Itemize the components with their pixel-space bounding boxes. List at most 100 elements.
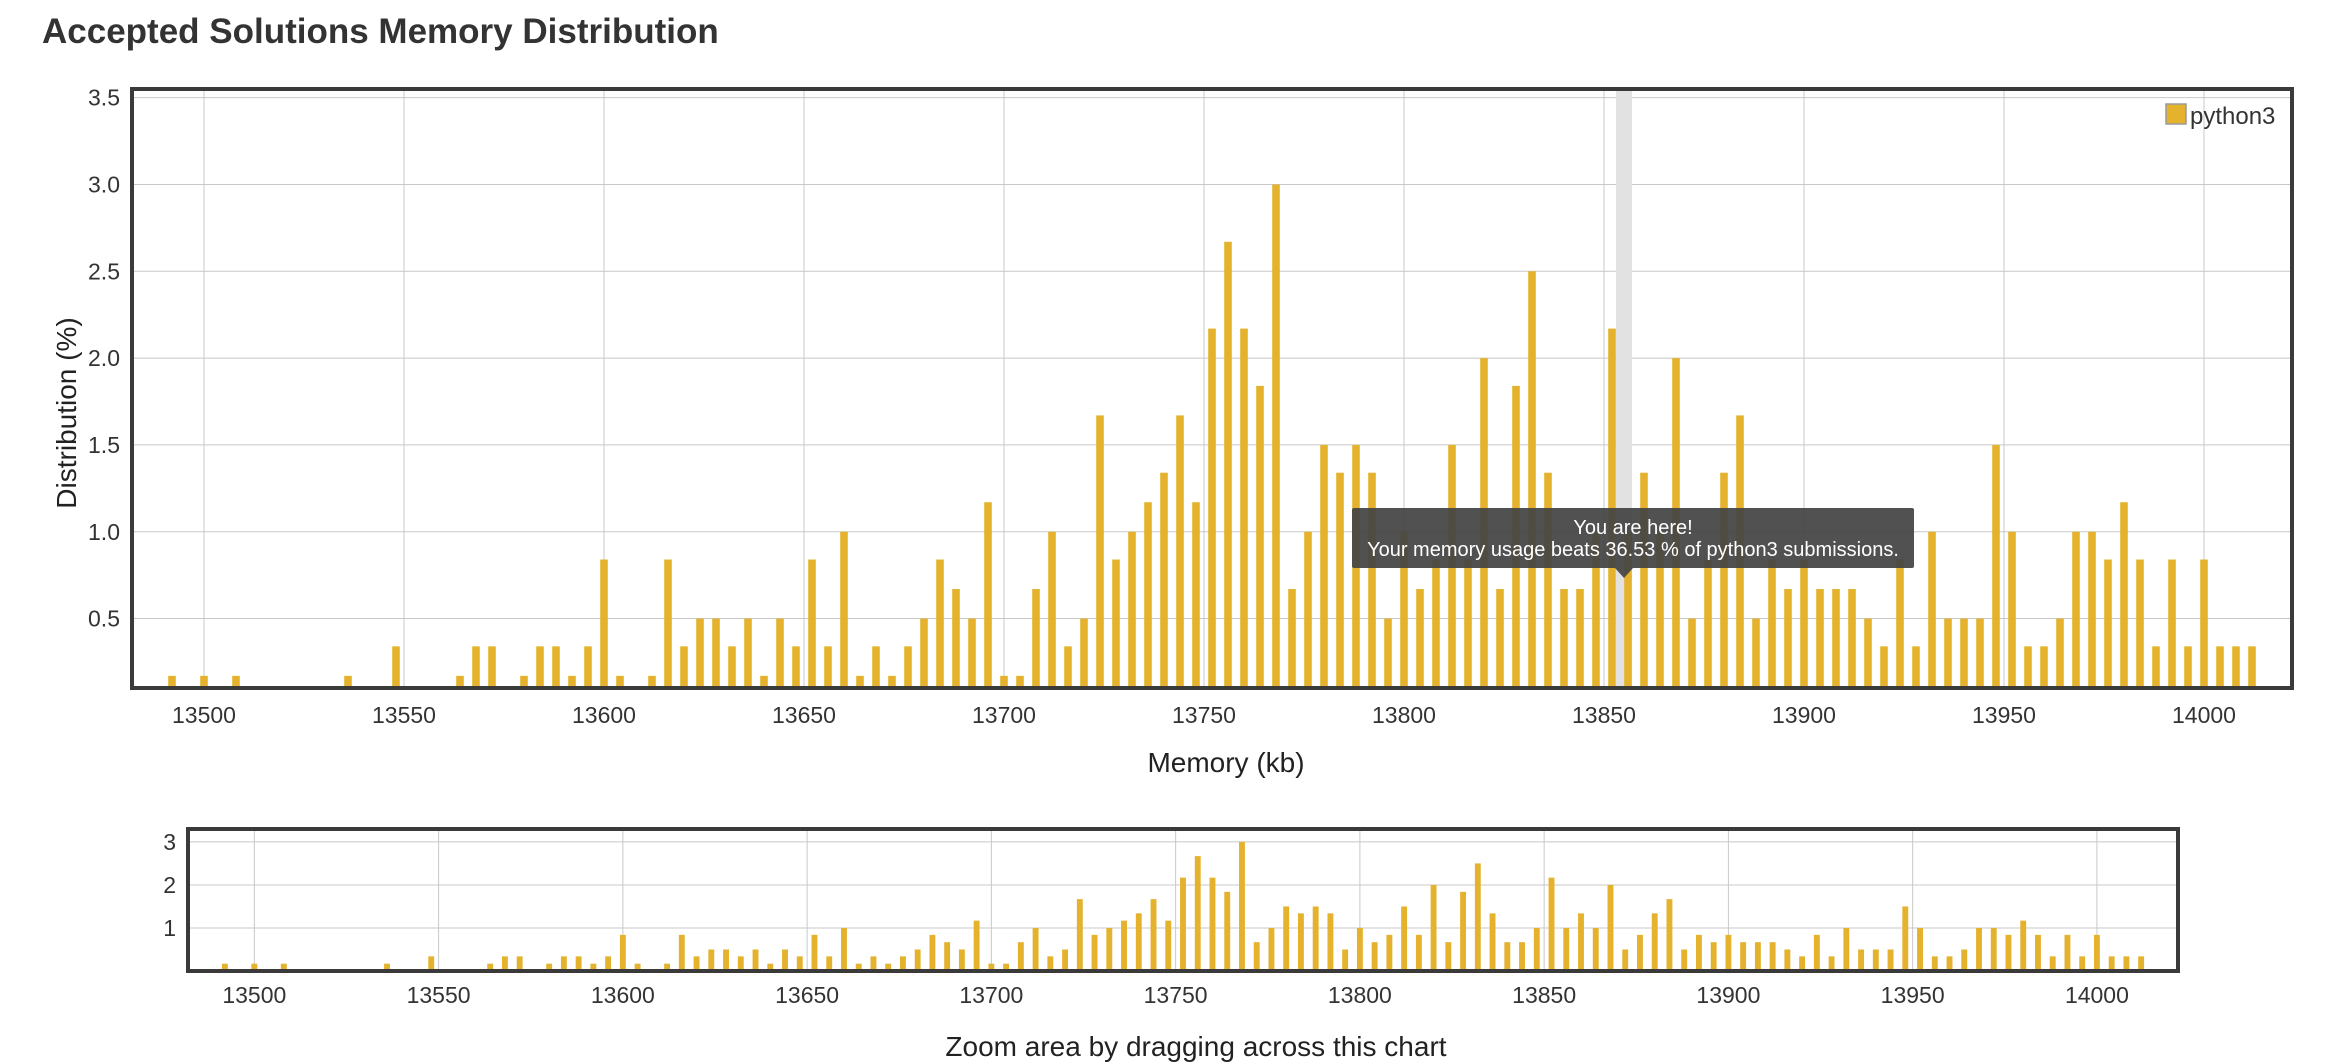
main-bar[interactable]	[1000, 675, 1008, 688]
overview-bar[interactable]	[870, 956, 877, 971]
overview-bar[interactable]	[1931, 956, 1938, 971]
overview-bar[interactable]	[1017, 942, 1024, 971]
overview-bar[interactable]	[1209, 877, 1216, 971]
main-bar[interactable]	[1496, 589, 1504, 688]
main-bar[interactable]	[2008, 531, 2016, 688]
main-bar[interactable]	[856, 675, 864, 688]
overview-bar[interactable]	[1917, 927, 1923, 971]
overview-bar[interactable]	[1401, 906, 1408, 971]
main-bar[interactable]	[664, 559, 672, 688]
overview-bar[interactable]	[929, 934, 936, 971]
overview-bar[interactable]	[384, 963, 390, 971]
main-bar[interactable]	[1464, 559, 1472, 688]
main-bar[interactable]	[1784, 589, 1792, 688]
main-bar[interactable]	[1896, 559, 1904, 688]
main-bar[interactable]	[984, 502, 992, 688]
overview-bar[interactable]	[1902, 906, 1909, 971]
overview-bar[interactable]	[1784, 949, 1791, 971]
main-bar[interactable]	[2168, 559, 2176, 688]
main-bar[interactable]	[2136, 559, 2144, 688]
overview-bar[interactable]	[1283, 906, 1290, 971]
overview-bar[interactable]	[1312, 906, 1319, 971]
main-bar[interactable]	[232, 675, 240, 688]
overview-bar[interactable]	[1121, 920, 1127, 971]
overview-bar[interactable]	[678, 934, 685, 971]
overview-bar[interactable]	[1076, 899, 1083, 971]
overview-bar[interactable]	[1224, 891, 1231, 971]
main-bar[interactable]	[1160, 472, 1168, 688]
overview-bar[interactable]	[2005, 934, 2012, 971]
overview-bar[interactable]	[1297, 913, 1304, 971]
main-bar[interactable]	[2104, 559, 2112, 688]
overview-bar[interactable]	[546, 963, 553, 971]
main-bar[interactable]	[1128, 531, 1136, 688]
overview-bar[interactable]	[1504, 942, 1511, 971]
main-bar[interactable]	[872, 646, 880, 688]
main-bar[interactable]	[344, 675, 352, 688]
overview-bar[interactable]	[619, 934, 626, 971]
overview-bar[interactable]	[708, 949, 715, 971]
overview-bar[interactable]	[1872, 949, 1879, 971]
overview-bar[interactable]	[2079, 956, 2086, 971]
main-bar[interactable]	[936, 559, 944, 688]
overview-bar[interactable]	[855, 963, 862, 971]
overview-bar[interactable]	[752, 949, 759, 971]
overview-bar[interactable]	[1858, 949, 1865, 971]
main-bar[interactable]	[2232, 646, 2240, 688]
overview-bar[interactable]	[826, 956, 833, 971]
main-bar[interactable]	[536, 646, 544, 688]
overview-bar[interactable]	[1681, 949, 1688, 971]
overview-bar[interactable]	[1415, 934, 1422, 971]
overview-bar[interactable]	[1843, 927, 1850, 971]
overview-bar[interactable]	[1961, 949, 1968, 971]
main-bar[interactable]	[712, 618, 720, 688]
main-bar[interactable]	[744, 618, 752, 688]
main-bar[interactable]	[2088, 531, 2096, 688]
main-bar[interactable]	[616, 675, 624, 688]
main-bar[interactable]	[1304, 531, 1312, 688]
main-bar[interactable]	[1752, 618, 1760, 688]
main-bar[interactable]	[2120, 502, 2128, 688]
main-bar[interactable]	[760, 675, 768, 688]
main-bar[interactable]	[1416, 589, 1424, 688]
overview-bar[interactable]	[590, 963, 597, 971]
overview-bar[interactable]	[1666, 899, 1673, 971]
overview-bar[interactable]	[1976, 927, 1982, 971]
overview-bar[interactable]	[221, 963, 228, 971]
main-bar[interactable]	[1032, 589, 1040, 688]
main-bar[interactable]	[1144, 502, 1152, 688]
main-bar[interactable]	[2072, 531, 2080, 688]
main-bar[interactable]	[552, 646, 560, 688]
main-bar[interactable]	[1656, 531, 1664, 688]
main-bar[interactable]	[568, 675, 576, 688]
overview-bar[interactable]	[782, 949, 788, 971]
main-bar[interactable]	[1048, 531, 1056, 688]
overview-bar[interactable]	[2123, 956, 2130, 971]
overview-bar[interactable]	[1047, 956, 1054, 971]
main-bar[interactable]	[792, 646, 800, 688]
overview-bar[interactable]	[1194, 856, 1201, 971]
main-bar[interactable]	[1384, 618, 1392, 688]
main-bar[interactable]	[904, 646, 912, 688]
overview-bar[interactable]	[988, 963, 995, 971]
overview-bar[interactable]	[767, 963, 774, 971]
main-bar[interactable]	[1368, 472, 1376, 688]
overview-bar[interactable]	[914, 949, 921, 971]
main-chart[interactable]: 13500 13550 13600 13650 13700 13750 13800 13850…	[88, 85, 2294, 728]
main-bar[interactable]	[2248, 646, 2256, 688]
overview-bar[interactable]	[2020, 920, 2027, 971]
overview-bar[interactable]	[1474, 863, 1481, 971]
overview-bar[interactable]	[1592, 927, 1599, 971]
main-bar[interactable]	[1176, 415, 1184, 688]
main-bar[interactable]	[888, 675, 896, 688]
overview-bar[interactable]	[280, 963, 287, 971]
overview-bar[interactable]	[693, 956, 700, 971]
overview-bar[interactable]	[1239, 841, 1245, 971]
overview-bar[interactable]	[1489, 913, 1496, 971]
overview-bar[interactable]	[944, 942, 951, 971]
main-bar[interactable]	[648, 675, 656, 688]
overview-bar[interactable]	[1445, 942, 1452, 971]
overview-bar[interactable]	[1253, 942, 1260, 971]
overview-bar[interactable]	[1062, 949, 1069, 971]
